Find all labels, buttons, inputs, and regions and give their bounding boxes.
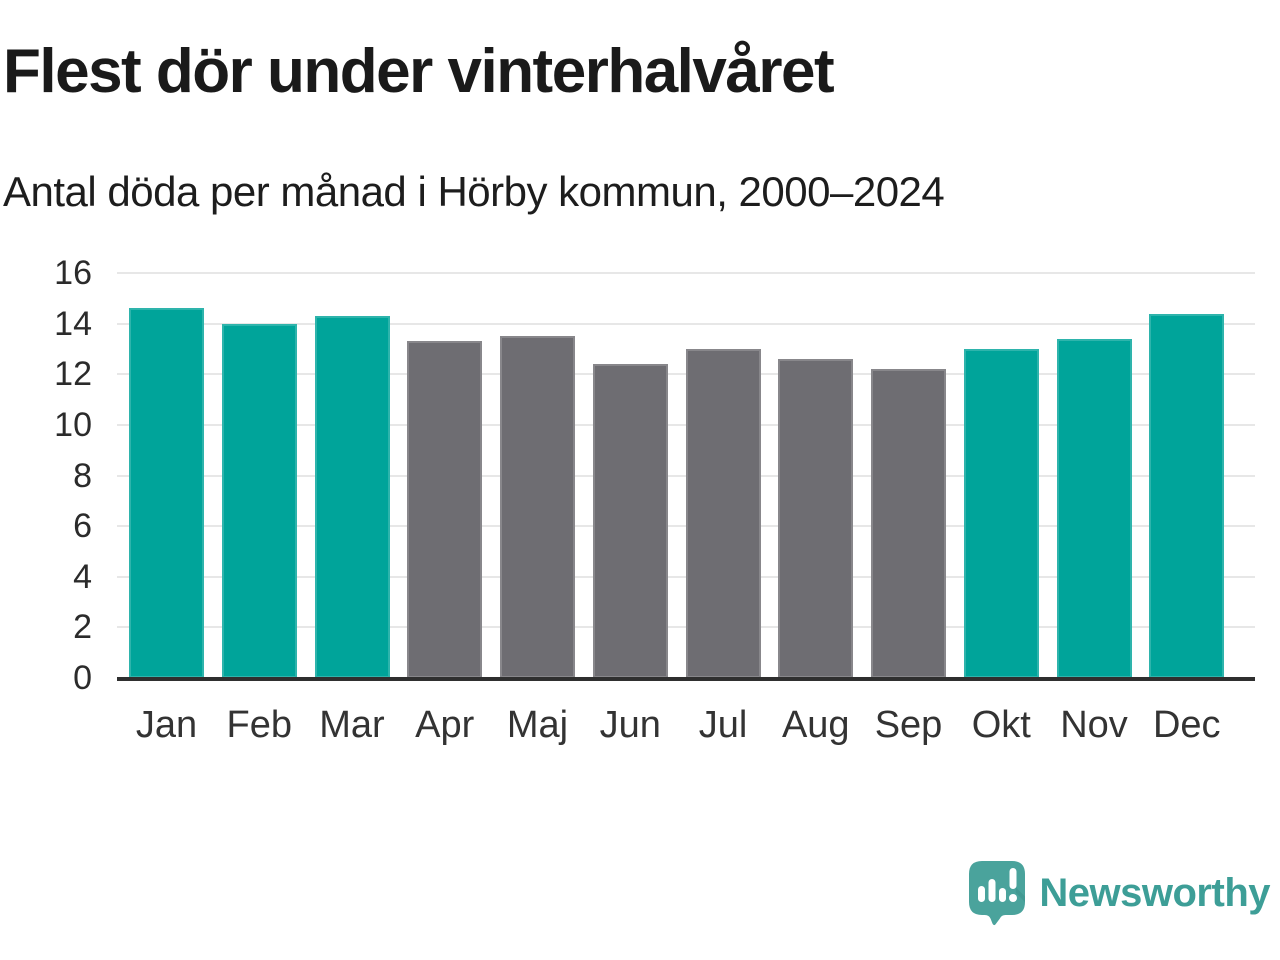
y-axis-tick-label-0: 0: [73, 659, 92, 697]
bar-apr: [407, 341, 483, 678]
x-axis-label-okt: Okt: [971, 704, 1031, 746]
x-axis-label-maj: Maj: [506, 704, 569, 746]
x-axis-label-jul: Jul: [698, 704, 748, 746]
bar-dec: [1149, 313, 1225, 678]
x-axis-label-jun: Jun: [599, 704, 661, 746]
newsworthy-logo[interactable]: Newsworthy: [968, 860, 1270, 926]
bar-mar: [314, 316, 390, 678]
bar-jun: [592, 364, 668, 678]
y-axis-tick-label-2: 2: [73, 608, 92, 647]
bar-jan: [129, 308, 204, 678]
x-axis-label-mar: Mar: [319, 704, 385, 746]
newsworthy-logo-icon: [968, 860, 1026, 926]
x-axis-label-dec: Dec: [1152, 704, 1221, 746]
x-axis-label-aug: Aug: [781, 704, 850, 746]
gridline-y-14: [117, 322, 1255, 325]
plot-area: [117, 272, 1255, 678]
y-axis-tick-label-6: 6: [73, 507, 92, 546]
x-axis-line: [117, 677, 1255, 681]
x-axis-label-nov: Nov: [1060, 704, 1128, 746]
bar-nov: [1056, 338, 1132, 678]
bar-feb: [221, 323, 297, 678]
bar-maj: [500, 336, 575, 678]
y-axis-tick-label-8: 8: [73, 456, 92, 495]
bar-okt: [963, 348, 1039, 678]
y-axis-tick-label-4: 4: [73, 557, 92, 596]
x-axis-label-apr: Apr: [415, 704, 475, 746]
chart-subtitle: Antal döda per månad i Hörby kommun, 200…: [3, 168, 945, 215]
x-axis-label-feb: Feb: [226, 704, 292, 746]
x-axis-label-jan: Jan: [135, 704, 198, 746]
bar-aug: [778, 359, 854, 678]
bar-jul: [685, 348, 761, 678]
y-axis-tick-label-12: 12: [54, 355, 92, 394]
chart-title: Flest dör under vinterhalvåret: [3, 37, 835, 106]
gridline-y-16: [117, 272, 1255, 274]
y-axis-tick-label-14: 14: [54, 304, 92, 343]
newsworthy-logo-text: Newsworthy: [1039, 871, 1270, 915]
bar-sep: [871, 369, 946, 678]
y-axis-tick-label-10: 10: [54, 405, 92, 444]
y-axis-tick-label-16: 16: [54, 254, 92, 292]
x-axis-label-sep: Sep: [874, 704, 943, 746]
